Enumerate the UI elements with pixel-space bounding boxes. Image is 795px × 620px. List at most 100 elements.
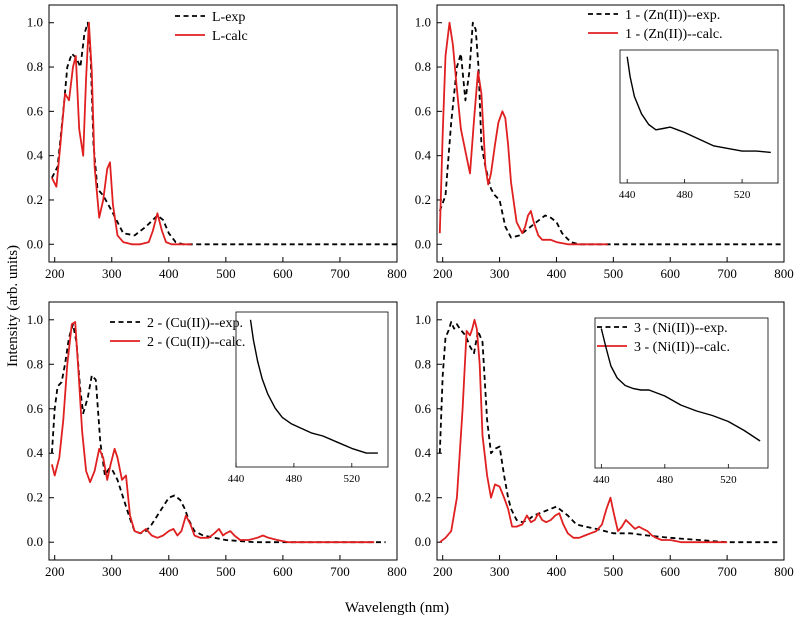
plot-frame	[436, 301, 785, 561]
y-tick-label: 0.0	[27, 534, 43, 549]
y-tick-label: 0.6	[415, 401, 432, 416]
series-line-exp	[438, 321, 779, 544]
plot-frame	[48, 301, 398, 561]
inset-line	[600, 328, 761, 442]
inset-frame	[619, 49, 779, 184]
inset-cu: 440 480 520	[228, 311, 389, 485]
x-tick-label: 800	[774, 266, 794, 281]
y-tick-label: 0.0	[415, 236, 431, 251]
y-tick-label: 0.8	[415, 356, 431, 371]
series-line-calc	[51, 321, 375, 544]
y-tick-label: 0.4	[27, 445, 44, 460]
x-tick-label: 200	[433, 266, 453, 281]
plot-frame	[48, 4, 398, 263]
y-tick-label: 1.0	[415, 15, 431, 30]
x-tick-label: 400	[547, 266, 567, 281]
inset-x-tick-label: 480	[286, 473, 303, 485]
legend-label: 1 - (Zn(II))--calc.	[625, 27, 723, 42]
x-tick-label: 500	[216, 564, 236, 579]
legend-label: L-calc	[212, 29, 248, 44]
inset-x-tick-label: 520	[720, 474, 737, 486]
legend-label: 3 - (Ni(II))--calc.	[634, 340, 730, 355]
legend-label: 2 - (Cu(II))--calc.	[147, 335, 245, 350]
x-tick-label: 600	[660, 266, 680, 281]
y-tick-label: 0.0	[27, 236, 43, 251]
x-tick-label: 200	[45, 266, 65, 281]
plot-frame	[436, 4, 785, 263]
series-line-calc	[439, 318, 728, 544]
x-tick-label: 300	[490, 564, 510, 579]
series-line-exp	[51, 323, 386, 544]
y-tick-label: 0.2	[27, 490, 43, 505]
y-tick-label: 0.6	[27, 401, 44, 416]
inset-x-tick-label: 440	[593, 474, 610, 486]
y-axis-label: Intensity (arb. units)	[5, 245, 21, 367]
legend: 3 - (Ni(II))--exp. 3 - (Ni(II))--calc.	[597, 321, 730, 355]
series-line-exp	[51, 21, 397, 246]
x-tick-label: 200	[45, 564, 65, 579]
legend: 2 - (Cu(II))--exp. 2 - (Cu(II))--calc.	[110, 316, 245, 350]
x-tick-label: 200	[433, 564, 453, 579]
y-tick-label: 0.4	[415, 148, 432, 163]
legend: 1 - (Zn(II))--exp. 1 - (Zn(II))--calc.	[588, 8, 723, 42]
x-tick-label: 300	[102, 266, 122, 281]
x-tick-label: 700	[330, 266, 350, 281]
y-tick-label: 0.2	[415, 490, 431, 505]
series-line-calc	[438, 21, 608, 246]
legend: L-exp L-calc	[175, 10, 248, 44]
x-tick-label: 700	[330, 564, 350, 579]
inset-x-tick-label: 480	[657, 474, 674, 486]
inset-ni: 440 480 520	[593, 317, 769, 486]
x-tick-label: 700	[717, 564, 737, 579]
inset-frame	[594, 317, 769, 469]
y-tick-label: 1.0	[27, 15, 43, 30]
y-tick-label: 1.0	[27, 312, 43, 327]
inset-x-tick-label: 440	[228, 473, 245, 485]
y-tick-label: 0.8	[415, 59, 431, 74]
x-tick-label: 600	[273, 564, 293, 579]
legend-label: L-exp	[212, 10, 245, 25]
inset-frame	[235, 311, 389, 468]
x-tick-label: 500	[604, 564, 624, 579]
y-tick-label: 0.4	[415, 445, 432, 460]
x-tick-label: 700	[717, 266, 737, 281]
x-tick-label: 400	[159, 266, 179, 281]
series-line-exp	[438, 21, 784, 246]
x-axis-label: Wavelength (nm)	[345, 600, 449, 616]
inset-x-tick-label: 520	[344, 473, 361, 485]
x-tick-label: 400	[547, 564, 567, 579]
x-tick-label: 600	[273, 266, 293, 281]
x-tick-label: 800	[774, 564, 794, 579]
y-tick-label: 0.6	[27, 103, 44, 118]
x-tick-label: 500	[604, 266, 624, 281]
panel-cu: 200 300 400 500 600 700 800 0.0 0.2 0.4 0.6 0.8 1.0 2…	[27, 301, 407, 579]
inset-line	[626, 56, 771, 154]
y-tick-label: 1.0	[415, 312, 431, 327]
y-tick-label: 0.8	[27, 356, 43, 371]
y-tick-label: 0.2	[27, 192, 43, 207]
y-tick-label: 0.4	[27, 148, 44, 163]
y-tick-label: 0.0	[415, 534, 431, 549]
panel-ni: 200 300 400 500 600 700 800 0.0 0.2 0.4 0.6 0.8 1.0 3…	[415, 301, 794, 579]
x-tick-label: 800	[387, 564, 407, 579]
panel-zn: 200 300 400 500 600 700 800 0.0 0.2 0.4 0.6 0.8 1.0 1…	[415, 4, 794, 281]
panel-l: 200 300 400 500 600 700 800 0.0 0.2 0.4 0.6 0.8 1.0 L…	[27, 4, 407, 281]
inset-x-tick-label: 480	[676, 189, 693, 201]
x-tick-label: 400	[159, 564, 179, 579]
legend-label: 1 - (Zn(II))--exp.	[625, 8, 720, 23]
inset-line	[249, 319, 378, 454]
inset-zn: 440 480 520	[619, 49, 779, 201]
y-tick-label: 0.6	[415, 103, 432, 118]
series-line-calc	[51, 21, 192, 246]
legend-label: 2 - (Cu(II))--exp.	[147, 316, 243, 331]
x-tick-label: 300	[102, 564, 122, 579]
inset-x-tick-label: 520	[734, 189, 751, 201]
y-tick-label: 0.8	[27, 59, 43, 74]
x-tick-label: 800	[387, 266, 407, 281]
legend-label: 3 - (Ni(II))--exp.	[634, 321, 728, 336]
x-tick-label: 500	[216, 266, 236, 281]
inset-x-tick-label: 440	[619, 189, 636, 201]
y-tick-label: 0.2	[415, 192, 431, 207]
